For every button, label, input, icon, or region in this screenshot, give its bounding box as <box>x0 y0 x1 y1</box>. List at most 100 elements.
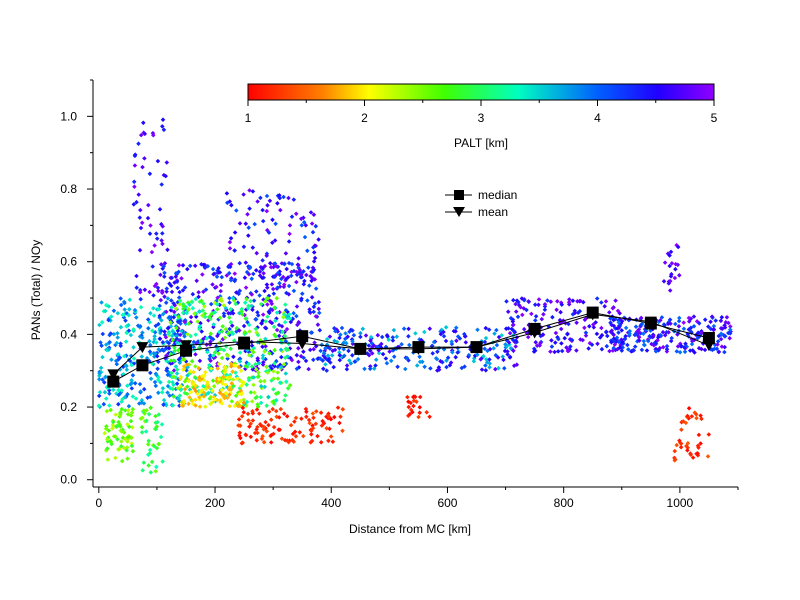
scatter-point <box>503 342 508 347</box>
scatter-point <box>327 334 333 339</box>
scatter-point <box>136 141 141 146</box>
scatter-point <box>249 303 254 309</box>
scatter-point <box>161 348 167 353</box>
scatter-point <box>188 369 193 374</box>
scatter-point <box>211 384 217 389</box>
scatter-point <box>304 272 309 278</box>
scatter-point <box>274 327 280 333</box>
scatter-point <box>252 390 257 395</box>
scatter-point <box>241 323 247 329</box>
scatter-point <box>197 395 202 400</box>
scatter-point <box>141 401 147 406</box>
scatter-point <box>710 347 715 353</box>
scatter-point <box>294 352 300 358</box>
scatter-point <box>444 364 449 370</box>
median-line <box>113 312 710 383</box>
scatter-point <box>338 332 343 337</box>
scatter-point <box>350 353 355 358</box>
x-tick-label: 0 <box>95 496 102 510</box>
scatter-point <box>475 352 480 357</box>
scatter-point <box>226 311 231 316</box>
scatter-point <box>711 323 717 329</box>
scatter-point <box>115 437 120 442</box>
scatter-point <box>669 335 674 341</box>
scatter-point <box>257 293 262 298</box>
scatter-point <box>591 325 597 330</box>
scatter-point <box>416 414 421 420</box>
scatter-point <box>673 266 678 272</box>
scatter-point <box>251 382 256 388</box>
scatter-point <box>696 432 702 438</box>
scatter-point <box>302 234 308 240</box>
scatter-point <box>685 440 691 446</box>
scatter-point <box>148 311 153 316</box>
scatter-point <box>327 346 333 351</box>
scatter-point <box>228 236 234 241</box>
scatter-point <box>261 439 267 445</box>
scatter-point <box>368 338 373 343</box>
scatter-point <box>330 348 335 354</box>
scatter-point <box>679 427 684 432</box>
scatter-point <box>156 390 161 396</box>
scatter-point <box>321 421 327 426</box>
scatter-point <box>250 409 255 414</box>
scatter-point <box>128 332 134 338</box>
scatter-point <box>129 362 134 368</box>
scatter-point <box>686 406 692 411</box>
scatter-point <box>269 378 274 383</box>
scatter-point <box>247 329 252 334</box>
scatter-point <box>134 273 139 279</box>
scatter-point <box>339 325 345 331</box>
scatter-point <box>636 327 642 332</box>
scatter-point <box>307 283 312 288</box>
scatter-point <box>279 354 284 360</box>
scatter-point <box>599 332 605 338</box>
scatter-point <box>99 300 104 305</box>
scatter-point <box>686 319 692 324</box>
scatter-point <box>103 396 109 401</box>
scatter-point <box>145 395 150 400</box>
scatter-point <box>157 336 163 342</box>
scatter-point <box>283 355 288 360</box>
scatter-point <box>185 362 190 367</box>
scatter-point <box>587 324 592 329</box>
scatter-point <box>208 331 213 336</box>
scatter-point <box>494 342 500 348</box>
scatter-point <box>165 372 171 378</box>
scatter-point <box>284 379 289 384</box>
scatter-point <box>272 332 277 338</box>
scatter-point <box>168 358 174 363</box>
scatter-point <box>178 384 184 389</box>
scatter-point <box>383 356 389 361</box>
scatter-point <box>262 263 268 269</box>
scatter-point <box>107 403 112 408</box>
scatter-point <box>193 332 198 337</box>
scatter-point <box>275 376 281 381</box>
scatter-point <box>594 331 600 337</box>
scatter-point <box>390 338 396 343</box>
scatter-point <box>565 331 570 337</box>
scatter-point <box>550 314 555 320</box>
scatter-point <box>277 272 282 277</box>
scatter-point <box>278 340 284 345</box>
median-point <box>136 359 149 372</box>
scatter-point <box>227 239 233 245</box>
scatter-point <box>669 261 675 266</box>
scatter-point <box>466 352 472 358</box>
legend-mean-label: mean <box>478 205 508 219</box>
scatter-point <box>337 350 342 355</box>
scatter-point <box>686 315 692 321</box>
scatter-point <box>314 409 319 414</box>
scatter-point <box>414 363 420 368</box>
scatter-point <box>532 302 538 307</box>
scatter-point <box>196 290 201 295</box>
scatter-point <box>309 428 314 433</box>
scatter-point <box>727 335 732 341</box>
scatter-point <box>553 340 558 345</box>
scatter-point <box>139 430 145 435</box>
scatter-point <box>118 296 123 301</box>
scatter-point <box>350 328 355 333</box>
scatter-point <box>655 335 661 340</box>
scatter-point <box>508 346 514 351</box>
scatter-point <box>698 413 703 418</box>
